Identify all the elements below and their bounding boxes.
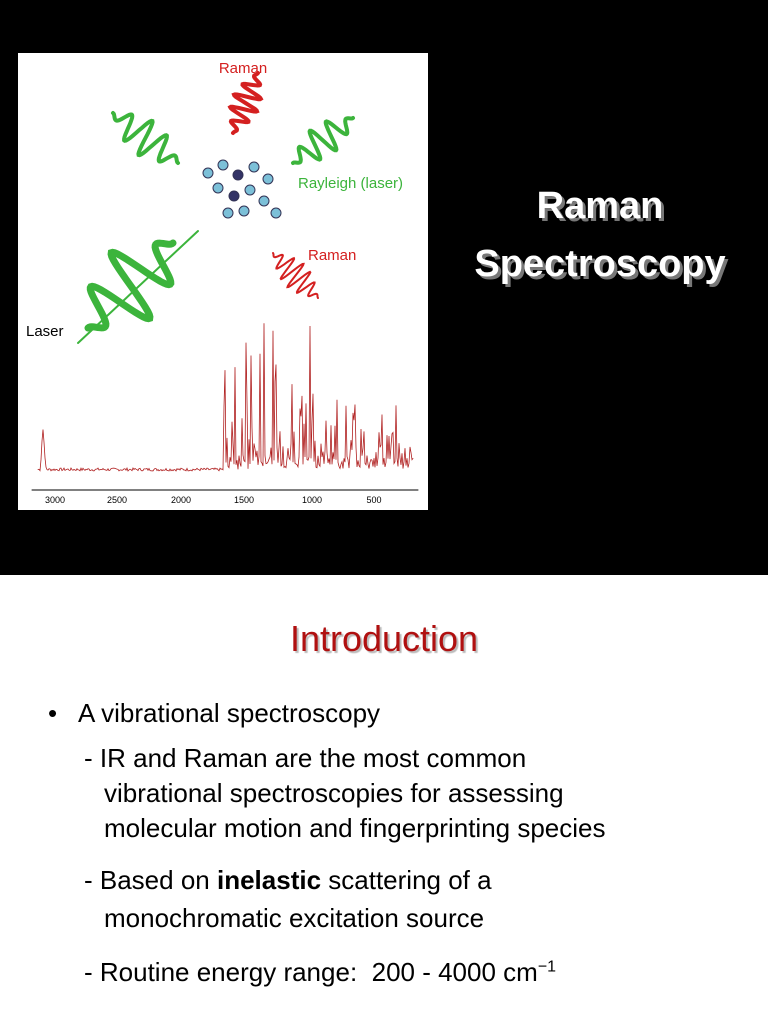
slide-title: Introduction [289,618,479,659]
figure-label: Raman [219,60,267,77]
raman-wave [272,252,319,299]
axis-tick-label: 1000 [302,495,322,505]
figure-label: Rayleigh (laser) [298,175,403,192]
title-line: Spectroscopy [474,243,726,285]
raman-wave [227,71,264,135]
text: scattering of a [321,865,492,895]
text: - Based on [84,865,217,895]
axis-tick-label: 2500 [107,495,127,505]
text: molecular motion and fingerprinting spec… [104,813,606,843]
bullet-text: A vibrational spectroscopy [78,698,381,728]
molecule [202,159,282,219]
rayleigh-wave [111,111,180,165]
item-line: molecular motion and fingerprinting spec… [104,813,606,844]
item-line: - Routine energy range: 200 - 4000 cm−1 [84,957,556,988]
figure-label: Raman [308,247,356,264]
bold-text: inelastic [216,865,322,895]
laser-wave [84,239,177,332]
superscript: −1 [537,958,557,976]
bullet-symbol: • [48,698,58,728]
text: - IR and Raman are the most common [84,743,527,773]
illustration [31,71,419,491]
text: monochromatic excitation source [104,903,485,933]
figure-label: Laser [26,323,64,340]
spectrum [37,323,414,472]
figure: Raman Rayleigh (laser) Raman Laser 3000 2… [18,53,428,510]
axis-tick-label: 1500 [234,495,254,505]
laser-arrow [77,230,199,344]
axis-tick-label: 500 [366,495,381,505]
title-line: Raman [536,185,664,227]
item-line: vibrational spectroscopies for assessing [104,778,564,809]
slide-1: Raman Rayleigh (laser) Raman Laser 3000 2… [0,0,768,575]
axis-tick-label: 2000 [171,495,191,505]
item-line: - IR and Raman are the most common [84,743,526,774]
axis-tick-label: 3000 [45,495,65,505]
text: - Routine energy range: 200 - 4000 cm [84,957,538,987]
text: vibrational spectroscopies for assessing [104,778,564,808]
item-line: monochromatic excitation source [104,903,484,934]
item-line: - Based on inelastic scattering of a [84,865,492,896]
rayleigh-wave [291,116,355,165]
